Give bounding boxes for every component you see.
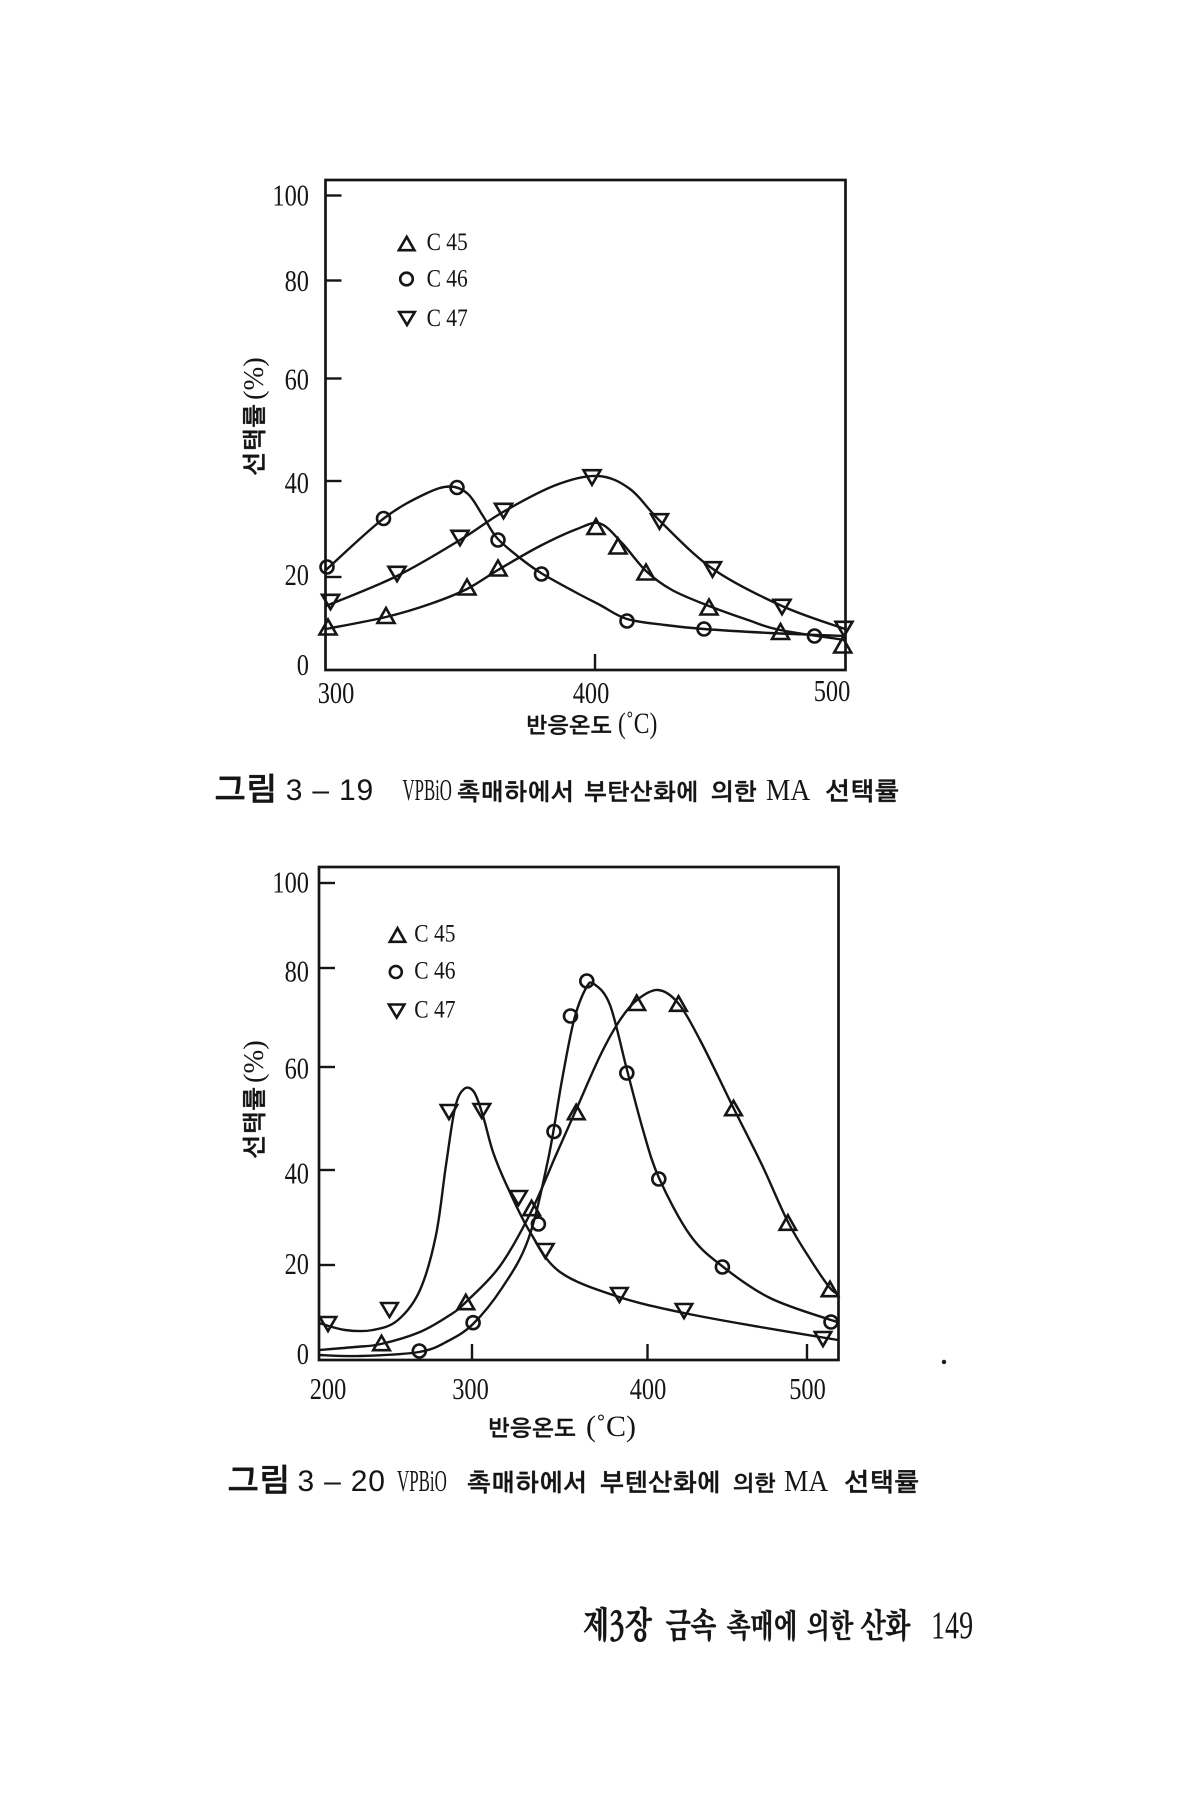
svg-text:80: 80: [285, 263, 309, 297]
svg-text:149: 149: [931, 1605, 973, 1647]
svg-text:400: 400: [573, 675, 610, 709]
svg-text:VPBiO: VPBiO: [397, 1465, 447, 1498]
svg-text:(˚C): (˚C): [586, 1410, 636, 1443]
svg-text:100: 100: [272, 865, 309, 899]
svg-text:500: 500: [789, 1371, 826, 1405]
svg-text:C 46: C 46: [414, 957, 455, 985]
svg-text:3 – 20: 3 – 20: [298, 1465, 386, 1498]
svg-text:3 – 19: 3 – 19: [286, 774, 374, 807]
svg-text:300: 300: [452, 1371, 489, 1405]
svg-text:60: 60: [285, 1051, 309, 1085]
svg-text:20: 20: [285, 557, 309, 591]
svg-text:80: 80: [285, 954, 309, 988]
svg-text:C 45: C 45: [414, 920, 455, 948]
svg-text:20: 20: [285, 1246, 309, 1280]
svg-text:(˚C): (˚C): [618, 706, 657, 739]
svg-text:MA: MA: [766, 774, 810, 808]
svg-text:400: 400: [630, 1371, 667, 1405]
svg-text:C 46: C 46: [427, 265, 468, 293]
svg-text:MA: MA: [784, 1465, 828, 1499]
svg-text:VPBiO: VPBiO: [403, 774, 452, 807]
svg-text:500: 500: [814, 673, 851, 707]
svg-text:C 47: C 47: [414, 996, 455, 1024]
svg-text:200: 200: [310, 1371, 347, 1405]
svg-text:40: 40: [285, 1156, 309, 1190]
svg-text:300: 300: [318, 675, 355, 709]
svg-text:C 47: C 47: [427, 305, 468, 333]
svg-text:C 45: C 45: [427, 229, 468, 257]
svg-text:(%): (%): [239, 1040, 270, 1083]
svg-text:100: 100: [272, 178, 309, 212]
svg-text:0: 0: [297, 1336, 309, 1370]
svg-text:(%): (%): [239, 357, 270, 400]
svg-text:60: 60: [285, 362, 309, 396]
svg-text:0: 0: [297, 647, 309, 681]
svg-text:40: 40: [285, 465, 309, 499]
